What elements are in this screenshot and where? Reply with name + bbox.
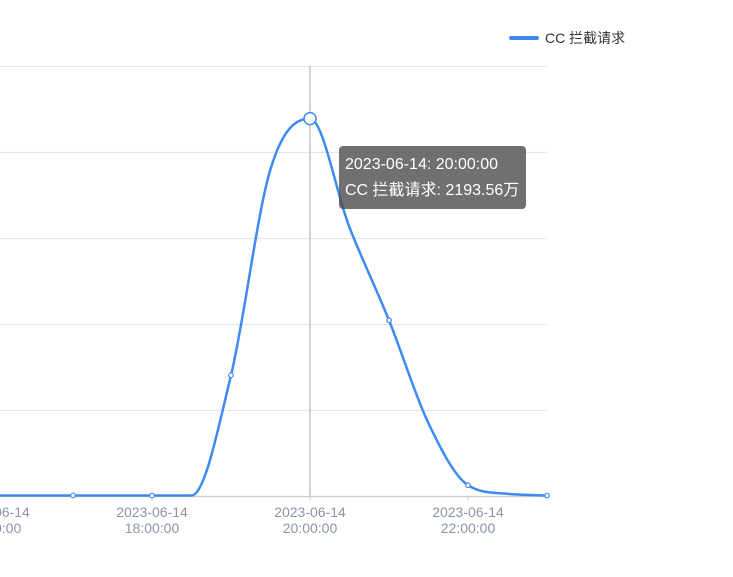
x-tick-label-time: 20:00:00: [283, 520, 338, 536]
grid-lines: [0, 65, 547, 498]
x-tick-label: 2023-06-1416:00:00: [0, 504, 30, 536]
x-tick-label: 2023-06-14 18:00:00: [116, 504, 188, 536]
legend[interactable]: CC 拦截请求: [509, 28, 625, 48]
x-tick-label-date: 2023-06-14: [432, 504, 504, 520]
x-tick-label-time: 16:00:00: [0, 520, 21, 536]
legend-label: CC 拦截请求: [545, 30, 626, 46]
x-tick-label-time: 18:00:00: [125, 520, 180, 536]
x-tick-label: 2023-06-14 20:00:00: [274, 504, 346, 536]
tooltip: 2023-06-14: 20:00:00 CC 拦截请求: 2193.56万: [339, 146, 527, 209]
tooltip-time: 2023-06-14: 20:00:00: [345, 156, 499, 173]
tooltip-value: CC 拦截请求: 2193.56万: [345, 182, 520, 199]
x-tick-label-date: 2023-06-14: [274, 504, 346, 520]
highlight-point[interactable]: [303, 111, 317, 126]
legend-swatch: [509, 36, 539, 40]
series-layer: [0, 111, 550, 499]
x-axis: 2023-06-1416:00:002023-06-1418:00:002023…: [0, 495, 504, 536]
x-tick-label-time: 22:00:00: [441, 520, 496, 536]
x-tick-label-date: 2023-06-14: [116, 504, 188, 520]
x-tick-label-date: 2023-06-14: [0, 504, 30, 520]
data-point: [70, 492, 76, 499]
x-tick-label: 2023-06-14 22:00:00: [432, 504, 504, 536]
data-point: [544, 492, 550, 499]
data-point: [149, 492, 155, 499]
data-point: [386, 317, 392, 324]
data-point: [465, 482, 471, 489]
data-point: [228, 372, 234, 379]
